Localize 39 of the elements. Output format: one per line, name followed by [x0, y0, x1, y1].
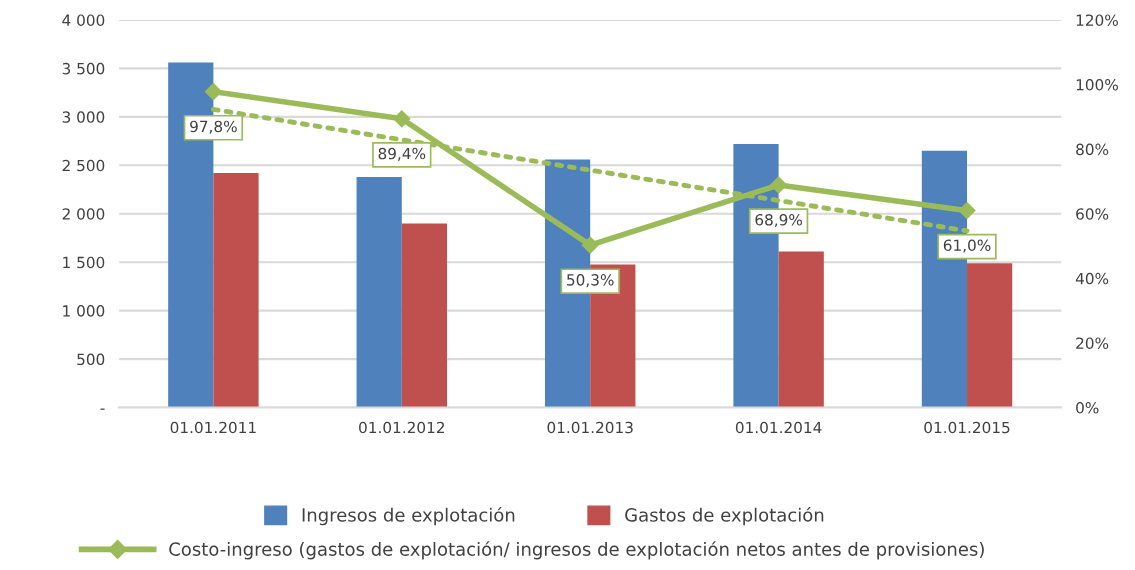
data-label: 97,8%: [190, 120, 237, 134]
bar: [778, 251, 824, 408]
x-tick-label: 01.01.2013: [547, 421, 633, 434]
data-label: 50,3%: [567, 274, 614, 288]
point: [204, 83, 222, 101]
x-tick-label: 01.01.2014: [735, 421, 822, 434]
data-label: 68,9%: [755, 213, 803, 228]
y2-tick-label: 0%: [1076, 402, 1099, 414]
y2-tick-label: 20%: [1076, 337, 1109, 349]
y2-tick-label: 60%: [1076, 208, 1109, 220]
y-tick-label: 2 000: [62, 208, 105, 220]
x-tick-label: 01.01.2011: [170, 421, 256, 434]
y-tick-label: -: [100, 408, 105, 410]
y-tick-label: 3 000: [62, 111, 105, 123]
y2-tick-label: 120%: [1076, 14, 1118, 26]
y-tick-label: 2 500: [62, 159, 105, 172]
y-tick-label: 4 000: [62, 14, 105, 26]
bar: [213, 173, 259, 408]
y-tick-label: 1 000: [63, 305, 105, 317]
bar: [401, 223, 448, 408]
data-label: 61,0%: [943, 239, 991, 253]
legend-label: Gastos de explotación: [625, 507, 824, 526]
point: [581, 236, 599, 254]
bar: [967, 263, 1013, 408]
legend-label: Costo-ingreso (gastos de explotación/ ingresos de explotación netos antes de provisiones): [169, 541, 984, 560]
point: [770, 176, 788, 194]
bar: [356, 176, 402, 408]
x-tick-label: 01.01.2015: [924, 421, 1010, 434]
data-label: 89,4%: [378, 147, 426, 161]
y-tick-label: 500: [77, 353, 105, 366]
legend-label: Ingresos de explotación: [302, 507, 515, 526]
point: [958, 201, 976, 220]
y2-tick-label: 100%: [1076, 79, 1118, 91]
y2-tick-label: 40%: [1075, 272, 1109, 285]
x-tick-label: 01.01.2012: [359, 421, 444, 434]
y-tick-label: 1 500: [63, 256, 105, 269]
point: [393, 110, 411, 128]
y-tick-label: 3 500: [62, 62, 105, 75]
y2-tick-label: 80%: [1076, 143, 1109, 156]
